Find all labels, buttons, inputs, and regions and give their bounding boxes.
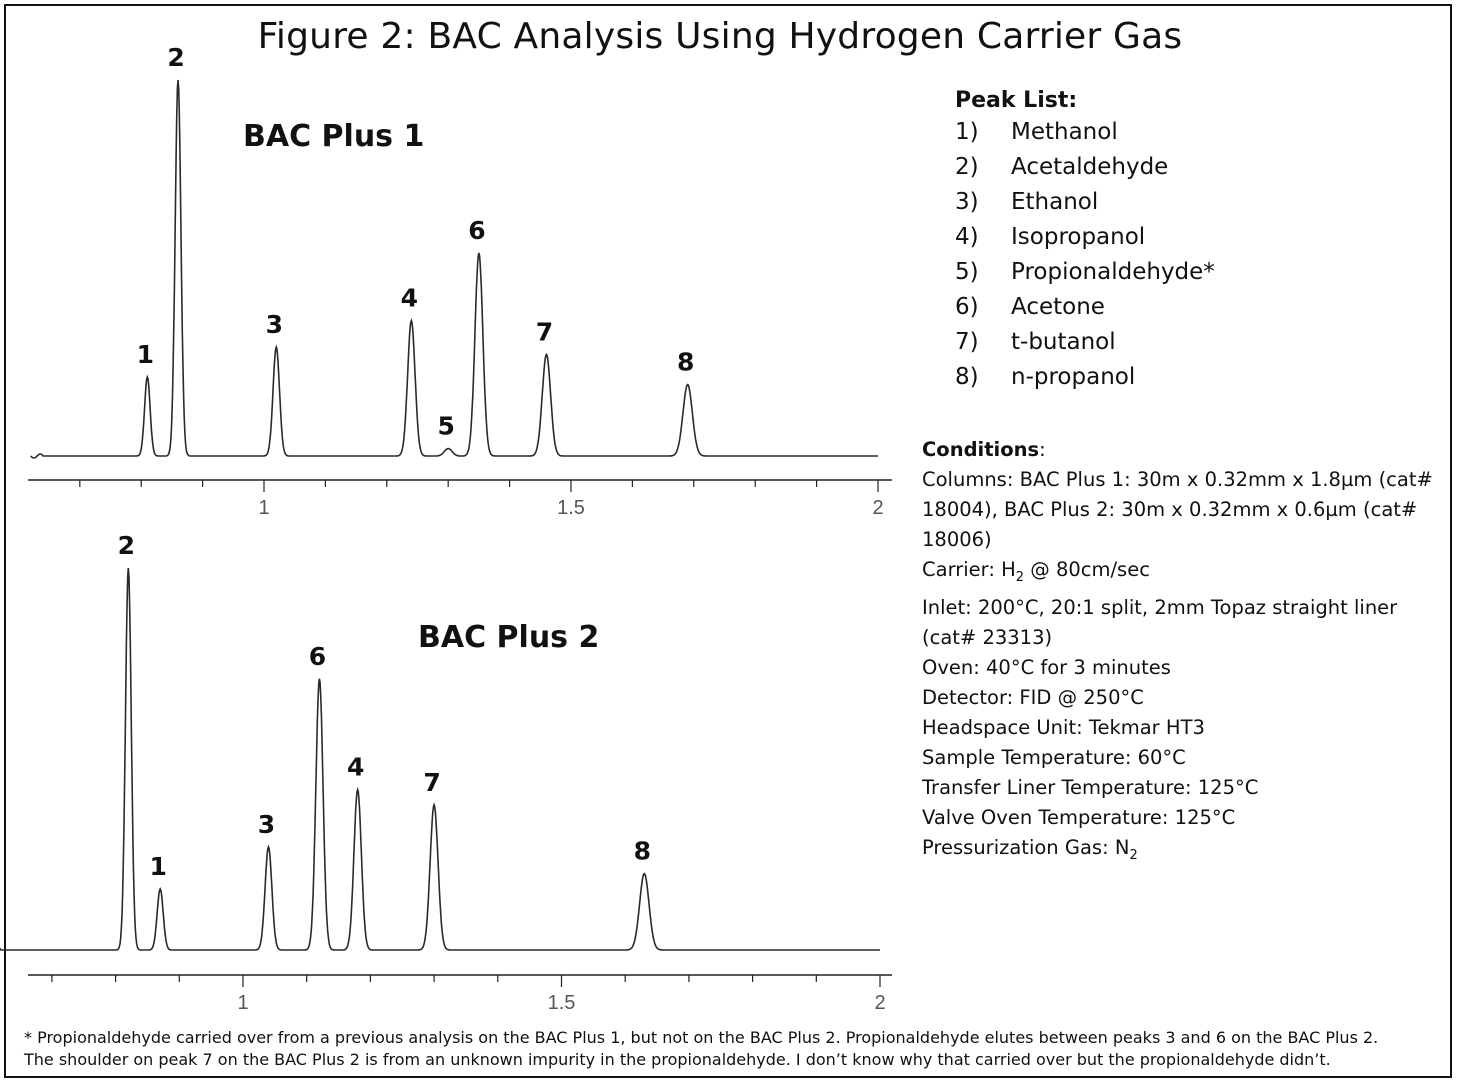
peak-label: 7 — [536, 317, 553, 346]
peak-list-compound: Methanol — [1011, 119, 1118, 145]
peak-label: 4 — [347, 753, 364, 782]
peak-list-item: 4) Isopropanol — [955, 220, 1435, 255]
condition-pressurization: Pressurization Gas: N2 — [922, 833, 1442, 871]
peak-list-number: 3) — [955, 189, 979, 215]
peak-label: 8 — [677, 348, 694, 377]
peak-list-compound: Acetaldehyde — [1011, 154, 1169, 180]
condition-transfer-temp: Transfer Liner Temperature: 125°C — [922, 775, 1259, 799]
peak-list: 1) Methanol 2) Acetaldehyde 3) Ethanol 4) Isopr… — [955, 115, 1435, 395]
series-label: BAC Plus 1 — [243, 119, 424, 154]
peak-list-number: 6) — [955, 294, 979, 320]
x-tick-label: 2 — [872, 497, 883, 519]
peak-list-item: 2) Acetaldehyde — [955, 150, 1435, 185]
condition-carrier: Carrier: H2 @ 80cm/sec — [922, 555, 1442, 593]
x-tick-label: 1 — [237, 992, 248, 1014]
figure-frame — [4, 4, 1452, 1078]
peak-list-number: 5) — [955, 259, 979, 285]
peak-list-number: 4) — [955, 224, 979, 250]
condition-sample-temp: Sample Temperature: 60°C — [922, 745, 1186, 769]
conditions-panel: Conditions: Columns: BAC Plus 1: 30m x 0… — [922, 435, 1442, 871]
peak-list-item: 6) Acetone — [955, 290, 1435, 325]
peak-label: 2 — [118, 531, 135, 560]
peak-label: 6 — [309, 642, 326, 671]
peak-list-number: 7) — [955, 329, 979, 355]
carrier-sub: 2 — [1015, 569, 1025, 585]
peak-label: 6 — [468, 216, 485, 245]
peak-list-compound: n-propanol — [1011, 364, 1136, 390]
peak-label: 3 — [258, 810, 275, 839]
peak-list-item: 3) Ethanol — [955, 185, 1435, 220]
condition-headspace: Headspace Unit: Tekmar HT3 — [922, 715, 1205, 739]
x-tick-label: 1.5 — [548, 992, 576, 1014]
figure-title: Figure 2: BAC Analysis Using Hydrogen Ca… — [257, 16, 1183, 57]
peak-label: 8 — [634, 837, 651, 866]
peak-list-item: 1) Methanol — [955, 115, 1435, 150]
chromatogram-trace — [0, 567, 880, 951]
chromatogram-trace — [30, 79, 878, 459]
x-tick-label: 1 — [258, 497, 269, 519]
x-tick-label: 2 — [874, 992, 885, 1014]
carrier-suffix: @ 80cm/sec — [1024, 558, 1150, 581]
peak-label: 4 — [401, 284, 418, 313]
conditions-title-suffix: : — [1039, 438, 1046, 461]
peak-list-compound: Isopropanol — [1011, 224, 1146, 250]
peak-label: 1 — [149, 852, 166, 881]
peak-list-title: Peak List: — [955, 88, 1078, 113]
peak-label: 2 — [167, 43, 184, 72]
x-tick-label: 1.5 — [557, 497, 585, 519]
peak-list-number: 8) — [955, 364, 979, 390]
condition-valve-temp: Valve Oven Temperature: 125°C — [922, 805, 1236, 829]
peak-label: 1 — [137, 340, 154, 369]
peak-list-compound: t-butanol — [1011, 329, 1116, 355]
peak-label: 7 — [423, 768, 440, 797]
peak-list-number: 1) — [955, 119, 979, 145]
condition-columns: Columns: BAC Plus 1: 30m x 0.32mm x 1.8µ… — [922, 468, 1433, 551]
peak-list-compound: Acetone — [1011, 294, 1105, 320]
condition-oven: Oven: 40°C for 3 minutes — [922, 655, 1171, 679]
peak-list-item: 8) n-propanol — [955, 360, 1435, 395]
conditions-title: Conditions — [922, 438, 1040, 461]
peak-label: 3 — [266, 310, 283, 339]
peak-list-compound: Propionaldehyde* — [1011, 259, 1215, 285]
peak-label: 5 — [437, 411, 454, 440]
peak-list-number: 2) — [955, 154, 979, 180]
peak-list-item: 7) t-butanol — [955, 325, 1435, 360]
peak-list-panel: Peak List: 1) Methanol 2) Acetaldehyde 3) Eth… — [955, 88, 1435, 395]
chromatogram-bac-plus-2: 1 1.5 2 2 1 3 6 4 7 8 BAC Plus 2 — [0, 531, 892, 1014]
footnote-line-1: * Propionaldehyde carried over from a pr… — [24, 1028, 1379, 1047]
press-sub: 2 — [1129, 847, 1138, 863]
peak-list-compound: Ethanol — [1011, 189, 1099, 215]
chromatogram-bac-plus-1: 1 1.5 2 1 2 3 4 5 6 7 8 BAC Plus 1 — [28, 43, 892, 519]
peak-list-item: 5) Propionaldehyde* — [955, 255, 1435, 290]
condition-inlet: Inlet: 200°C, 20:1 split, 2mm Topaz stra… — [922, 595, 1398, 649]
carrier-prefix: Carrier: H — [922, 558, 1016, 581]
condition-detector: Detector: FID @ 250°C — [922, 685, 1144, 709]
press-prefix: Pressurization Gas: N — [922, 835, 1130, 859]
footnote-line-2: The shoulder on peak 7 on the BAC Plus 2… — [24, 1050, 1331, 1069]
series-label: BAC Plus 2 — [418, 620, 599, 655]
footnote: * Propionaldehyde carried over from a pr… — [24, 1027, 1454, 1071]
conditions-heading: Conditions: — [922, 435, 1442, 465]
